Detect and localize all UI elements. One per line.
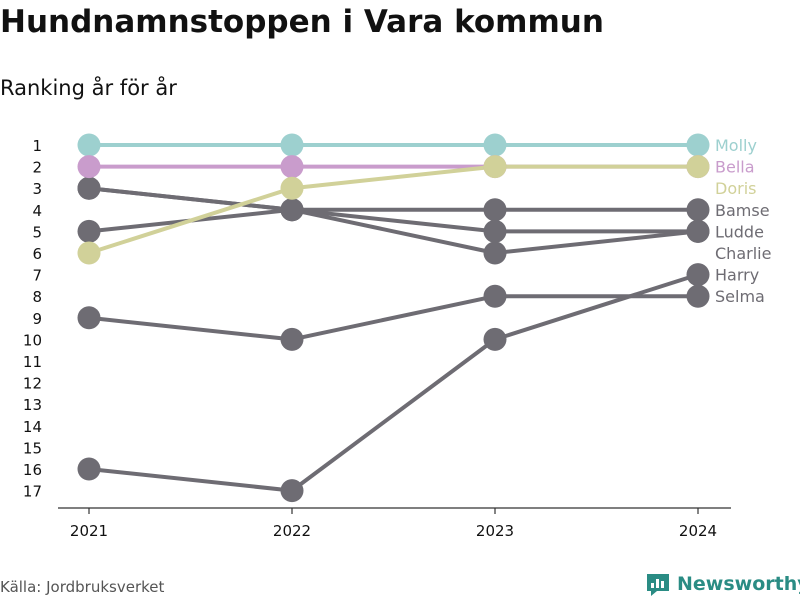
y-tick-label: 7 [32, 267, 42, 285]
series-point-doris [280, 176, 304, 200]
y-tick-label: 10 [23, 331, 42, 349]
end-label-ludde: Ludde [715, 222, 764, 241]
y-tick-label: 4 [32, 202, 42, 220]
brand-name: Newsworthy [677, 573, 800, 595]
x-tick-label: 2023 [476, 522, 514, 540]
series-point-doris [77, 241, 101, 265]
y-tick-label: 3 [32, 180, 42, 198]
y-tick-label: 9 [32, 310, 42, 328]
series-line-doris [87, 164, 700, 255]
series-point-selma [280, 327, 304, 351]
series-point-bamse [483, 198, 507, 222]
source-note: Källa: Jordbruksverket [0, 578, 165, 596]
y-tick-label: 16 [23, 461, 42, 479]
y-tick-label: 17 [23, 483, 42, 501]
series-line-harry [87, 272, 700, 493]
series-point-bella [280, 155, 304, 179]
y-tick-label: 1 [32, 137, 42, 155]
brand-logo[interactable]: Newsworthy [645, 571, 800, 597]
y-tick-label: 15 [23, 439, 42, 457]
series-point-doris [483, 155, 507, 179]
x-tick-label: 2022 [273, 522, 311, 540]
y-tick-label: 14 [23, 418, 42, 436]
series-line-selma [87, 294, 700, 342]
series-point-molly [280, 133, 304, 157]
series-point-bella [77, 155, 101, 179]
y-tick-label: 13 [23, 396, 42, 414]
y-tick-label: 12 [23, 375, 42, 393]
series-point-doris [686, 155, 710, 179]
chart-title: Hundnamnstoppen i Vara kommun [0, 4, 604, 40]
end-label-bamse: Bamse [715, 201, 770, 220]
series-point-bamse [686, 198, 710, 222]
series-point-harry [686, 263, 710, 287]
x-axis: 2021 2022 2023 2024 [58, 507, 731, 540]
series-point-molly [483, 133, 507, 157]
end-label-bella: Bella [715, 158, 755, 177]
y-tick-label: 11 [23, 353, 42, 371]
y-tick-label: 8 [32, 288, 42, 306]
end-labels: Molly Bella Doris Bamse Ludde Charlie Harry Sel… [715, 136, 771, 306]
series-points [77, 133, 710, 503]
end-label-charlie: Charlie [715, 244, 771, 263]
series-point-ludde [483, 219, 507, 243]
end-label-doris: Doris [715, 179, 756, 198]
y-tick-label: 2 [32, 159, 42, 177]
end-label-molly: Molly [715, 136, 757, 155]
series-point-harry [280, 479, 304, 503]
series-line-charlie [87, 186, 700, 255]
chart-subtitle: Ranking år för år [0, 76, 177, 100]
series-point-charlie [280, 198, 304, 222]
series-point-molly [686, 133, 710, 157]
x-tick-label: 2021 [70, 522, 108, 540]
end-label-selma: Selma [715, 287, 765, 306]
series-point-bamse [77, 219, 101, 243]
x-tick-label: 2024 [679, 522, 717, 540]
series-point-harry [77, 457, 101, 481]
series-point-harry [483, 327, 507, 351]
series-point-selma [483, 284, 507, 308]
series-lines [87, 143, 700, 493]
series-point-selma [77, 306, 101, 330]
series-point-charlie [686, 219, 710, 243]
end-label-harry: Harry [715, 266, 759, 285]
series-point-charlie [483, 241, 507, 265]
newsworthy-logo-icon [647, 574, 669, 596]
series-point-molly [77, 133, 101, 157]
series-point-charlie [77, 176, 101, 200]
y-tick-label: 5 [32, 223, 42, 241]
series-point-selma [686, 284, 710, 308]
y-tick-label: 6 [32, 245, 42, 263]
